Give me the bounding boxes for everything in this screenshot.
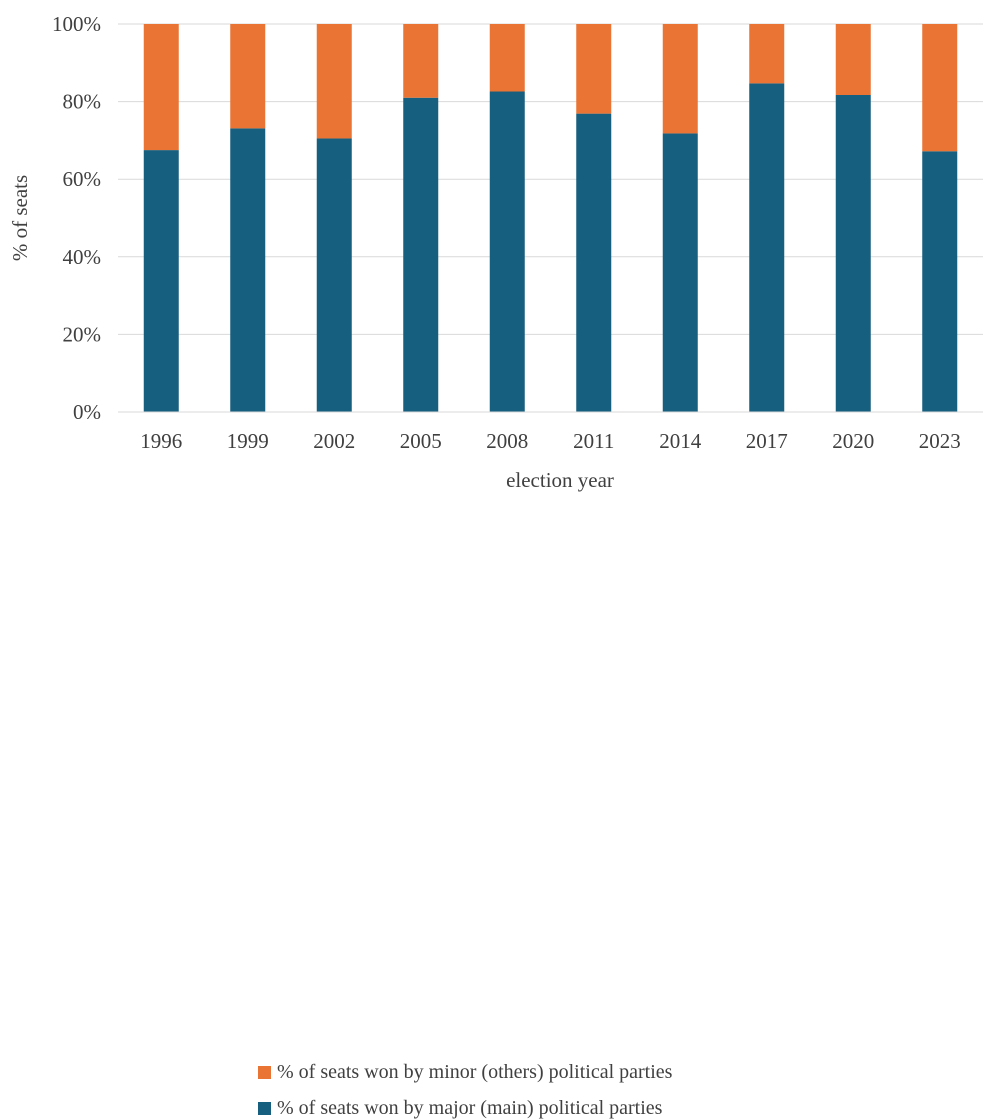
x-axis-tick-labels: 1996 1999 2002 2005 2008 2011 2014 2017 2020 2023: [140, 429, 961, 453]
x-axis-title: election year: [506, 468, 614, 492]
y-tick-label: 40%: [63, 245, 102, 269]
y-tick-label: 60%: [63, 167, 102, 191]
y-axis-tick-labels: 0% 20% 40% 60% 80% 100%: [52, 12, 101, 424]
chart-container: 0% 20% 40% 60% 80% 100% 1996 1999 2002 2005 2008 2…: [8, 12, 983, 1119]
bar-major-1999: [230, 128, 266, 412]
bar-major-2014: [662, 133, 698, 412]
x-tick-label: 2011: [573, 429, 614, 453]
legend-swatch-minor: [258, 1066, 271, 1079]
bar-major-2005: [403, 97, 439, 412]
legend-label-minor: % of seats won by minor (others) politic…: [277, 1061, 673, 1083]
bar-major-1996: [143, 150, 179, 412]
x-tick-label: 2002: [313, 429, 355, 453]
y-tick-label: 100%: [52, 12, 101, 36]
legend-item-minor: % of seats won by minor (others) politic…: [258, 1061, 672, 1084]
x-tick-label: 2005: [400, 429, 442, 453]
bar-minor-2023: [922, 24, 958, 152]
bar-major-2008: [489, 91, 525, 413]
y-axis-title: % of seats: [8, 175, 32, 261]
x-tick-label: 2017: [746, 429, 788, 453]
y-tick-label: 20%: [63, 322, 102, 346]
legend-label-major: % of seats won by major (main) political…: [277, 1097, 663, 1119]
bar-minor-2002: [316, 24, 352, 139]
bar-major-2002: [316, 138, 352, 412]
x-tick-label: 2023: [919, 429, 961, 453]
x-tick-label: 2014: [659, 429, 702, 453]
bar-minor-2020: [835, 24, 871, 96]
stacked-bar-chart: 0% 20% 40% 60% 80% 100% 1996 1999 2002 2005 2008 2…: [8, 12, 983, 492]
bar-major-2020: [835, 95, 871, 412]
bars: [143, 24, 958, 413]
bar-minor-2017: [749, 24, 785, 84]
bar-minor-2005: [403, 24, 439, 98]
legend-item-major: % of seats won by major (main) political…: [258, 1097, 662, 1120]
y-tick-label: 80%: [63, 90, 102, 114]
bar-major-2017: [749, 83, 785, 412]
x-tick-label: 2008: [486, 429, 528, 453]
bar-major-2023: [922, 151, 958, 412]
bar-minor-1999: [230, 24, 266, 129]
y-tick-label: 0%: [73, 400, 101, 424]
bar-major-2011: [576, 113, 612, 413]
bar-minor-2014: [662, 24, 698, 134]
bar-minor-1996: [143, 24, 179, 151]
bar-minor-2008: [489, 24, 525, 92]
legend-swatch-major: [258, 1102, 271, 1115]
x-tick-label: 2020: [832, 429, 874, 453]
bar-minor-2011: [576, 24, 612, 114]
x-tick-label: 1996: [140, 429, 182, 453]
x-tick-label: 1999: [227, 429, 269, 453]
